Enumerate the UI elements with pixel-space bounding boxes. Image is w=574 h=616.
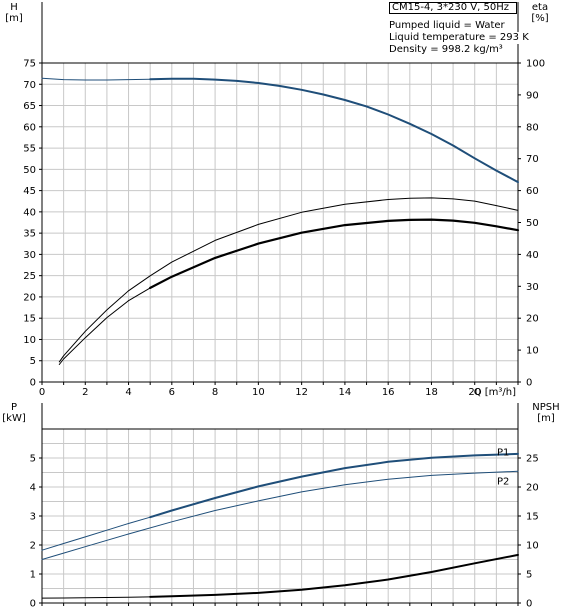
tick-label-left: 20 [23, 292, 36, 303]
series-line-p1 [41, 516, 151, 551]
tick-label-right: 25 [526, 454, 539, 465]
pump-title: CM15-4, 3*230 V, 50Hz [392, 2, 509, 13]
tick-label-right: 50 [526, 218, 539, 229]
tick-label-right: 20 [526, 483, 539, 494]
tick-label-x: 2 [82, 387, 88, 398]
tick-label-left: 50 [23, 165, 36, 176]
pump-title-box [389, 2, 517, 14]
tick-label-right: 90 [526, 90, 539, 101]
tick-label-right: 15 [526, 512, 539, 523]
series-line [149, 553, 519, 598]
tick-label-right: 10 [526, 541, 539, 552]
tick-label-left: 25 [23, 271, 36, 282]
tick-label-x: 4 [125, 387, 131, 398]
tick-label-left: 4 [30, 483, 36, 494]
tick-label-right: 60 [526, 186, 539, 197]
right-axis-title: NPSH [532, 402, 559, 413]
tick-label-left: 65 [23, 101, 36, 112]
tick-label-left: 75 [23, 59, 36, 70]
tick-label-left: 10 [23, 335, 36, 346]
tick-label-right: 100 [526, 59, 545, 70]
left-axis-title: H [10, 2, 18, 13]
series-line [58, 197, 519, 363]
tick-label-right: 80 [526, 122, 539, 133]
left-axis-unit: [m] [5, 13, 23, 24]
tick-label-left: 55 [23, 144, 36, 155]
tick-label-x: 10 [252, 387, 265, 398]
tick-label-left: 70 [23, 80, 36, 91]
tick-label-right: 5 [526, 570, 532, 581]
tick-label-left: 0 [30, 378, 36, 389]
tick-label-right: 10 [526, 346, 539, 357]
tick-label-left: 3 [30, 512, 36, 523]
series-line [58, 287, 151, 365]
series-line [41, 77, 151, 81]
tick-label-left: 2 [30, 541, 36, 552]
series-label-p1: P1 [497, 448, 509, 459]
tick-label-right: 30 [526, 282, 539, 293]
tick-label-x: 20 [468, 387, 481, 398]
series-line [41, 596, 151, 599]
tick-label-x: 14 [339, 387, 352, 398]
tick-label-x: 16 [382, 387, 395, 398]
tick-label-left: 1 [30, 570, 36, 581]
liquid-temperature-label: Liquid temperature = 293 K [389, 32, 529, 44]
x-axis-label: Q [m³/h] [474, 387, 516, 398]
series-line [149, 77, 519, 184]
tick-label-left: 15 [23, 314, 36, 325]
density-label: Density = 998.2 kg/m³ [389, 44, 503, 56]
tick-label-right: 0 [526, 378, 532, 389]
tick-label-left: 60 [23, 122, 36, 133]
tick-label-x: 8 [212, 387, 218, 398]
series-line-p2 [41, 470, 519, 560]
right-axis-unit: [m] [537, 413, 555, 424]
tick-label-left: 45 [23, 186, 36, 197]
tick-label-x: 12 [295, 387, 308, 398]
left-axis-title: P [11, 402, 17, 413]
tick-label-x: 18 [425, 387, 438, 398]
tick-label-left: 0 [30, 599, 36, 610]
tick-label-left: 5 [30, 356, 36, 367]
tick-label-left: 40 [23, 207, 36, 218]
series-line-p1 [149, 452, 519, 519]
tick-label-left: 35 [23, 229, 36, 240]
right-axis-title: eta [532, 2, 548, 13]
pumped-liquid-label: Pumped liquid = Water [389, 20, 505, 32]
tick-label-right: 0 [526, 599, 532, 610]
right-axis-unit: [%] [531, 13, 548, 24]
tick-label-left: 5 [30, 454, 36, 465]
tick-label-right: 70 [526, 154, 539, 165]
left-axis-unit: [kW] [2, 413, 26, 424]
tick-label-right: 20 [526, 314, 539, 325]
series-label-p2: P2 [497, 477, 509, 488]
tick-label-right: 40 [526, 250, 539, 261]
tick-label-left: 30 [23, 250, 36, 261]
tick-label-x: 6 [169, 387, 175, 398]
tick-label-x: 0 [39, 387, 45, 398]
series-line [149, 218, 520, 289]
